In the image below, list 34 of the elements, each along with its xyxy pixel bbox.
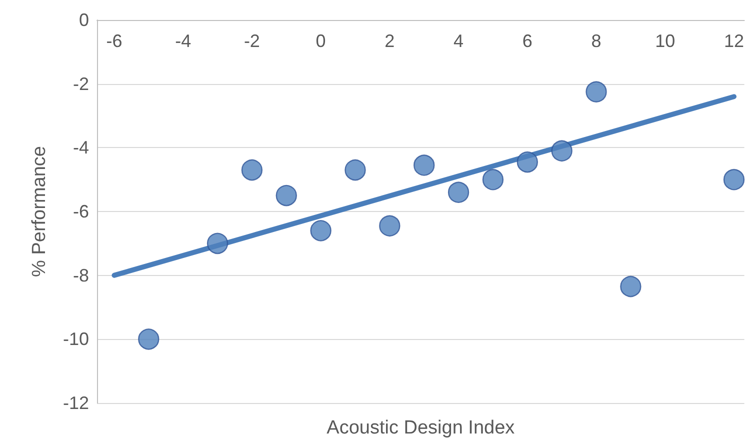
point: [482, 168, 504, 190]
point: [276, 184, 297, 206]
point: [138, 328, 160, 350]
y-tick-label: -4: [72, 138, 89, 158]
y-tick-label: 0: [78, 10, 89, 30]
point: [620, 276, 642, 298]
point: [586, 81, 607, 102]
point: [516, 151, 538, 173]
x-tick-label: -4: [175, 31, 192, 51]
point: [448, 182, 470, 203]
x-tick-label: 10: [655, 31, 676, 51]
x-axis-title: Acoustic Design Index: [326, 418, 516, 438]
y-tick-label: -10: [62, 329, 89, 350]
point: [206, 232, 228, 254]
point: [551, 140, 572, 162]
point: [379, 215, 400, 236]
point: [241, 159, 263, 181]
y-tick-label: -8: [72, 265, 89, 286]
x-tick-label: 2: [384, 31, 395, 51]
x-tick-label: 8: [591, 31, 602, 51]
point: [344, 159, 366, 181]
x-tick-label: -2: [244, 31, 260, 51]
point: [723, 168, 745, 190]
y-tick-label: -6: [72, 202, 89, 222]
x-tick-label: 4: [454, 31, 464, 51]
y-tick-label: -2: [72, 74, 89, 94]
y-tick-label: -12: [62, 393, 89, 413]
x-tick-label: 0: [316, 31, 326, 51]
x-tick-label: -6: [106, 31, 122, 51]
point: [414, 154, 435, 176]
point: [310, 220, 332, 242]
x-tick-label: 12: [724, 31, 744, 51]
x-tick-label: 6: [522, 31, 532, 51]
y-axis-title: % Performance: [29, 146, 50, 277]
